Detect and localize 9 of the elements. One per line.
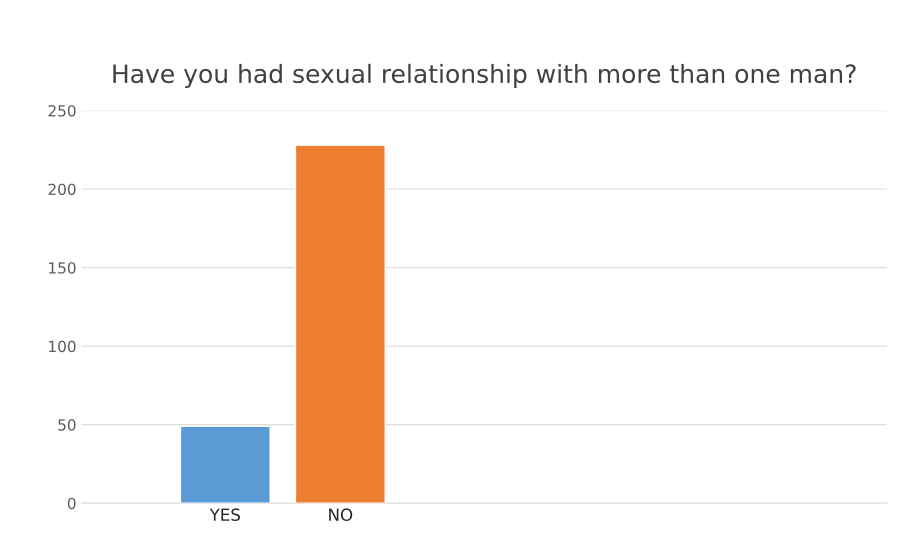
y-tick-label: 150	[49, 262, 76, 274]
y-tick-label: 50	[58, 419, 76, 431]
y-tick-label: 100	[49, 340, 76, 352]
y-tick-label: 200	[48, 184, 76, 196]
y-tick-label: 250	[48, 105, 76, 117]
text: Have you had sexual relationship with more than one man?	[113, 64, 856, 88]
x-tick-label: NO	[329, 508, 352, 521]
y-tick-label: 0	[68, 498, 76, 510]
x-tick-label: YES	[210, 508, 240, 521]
